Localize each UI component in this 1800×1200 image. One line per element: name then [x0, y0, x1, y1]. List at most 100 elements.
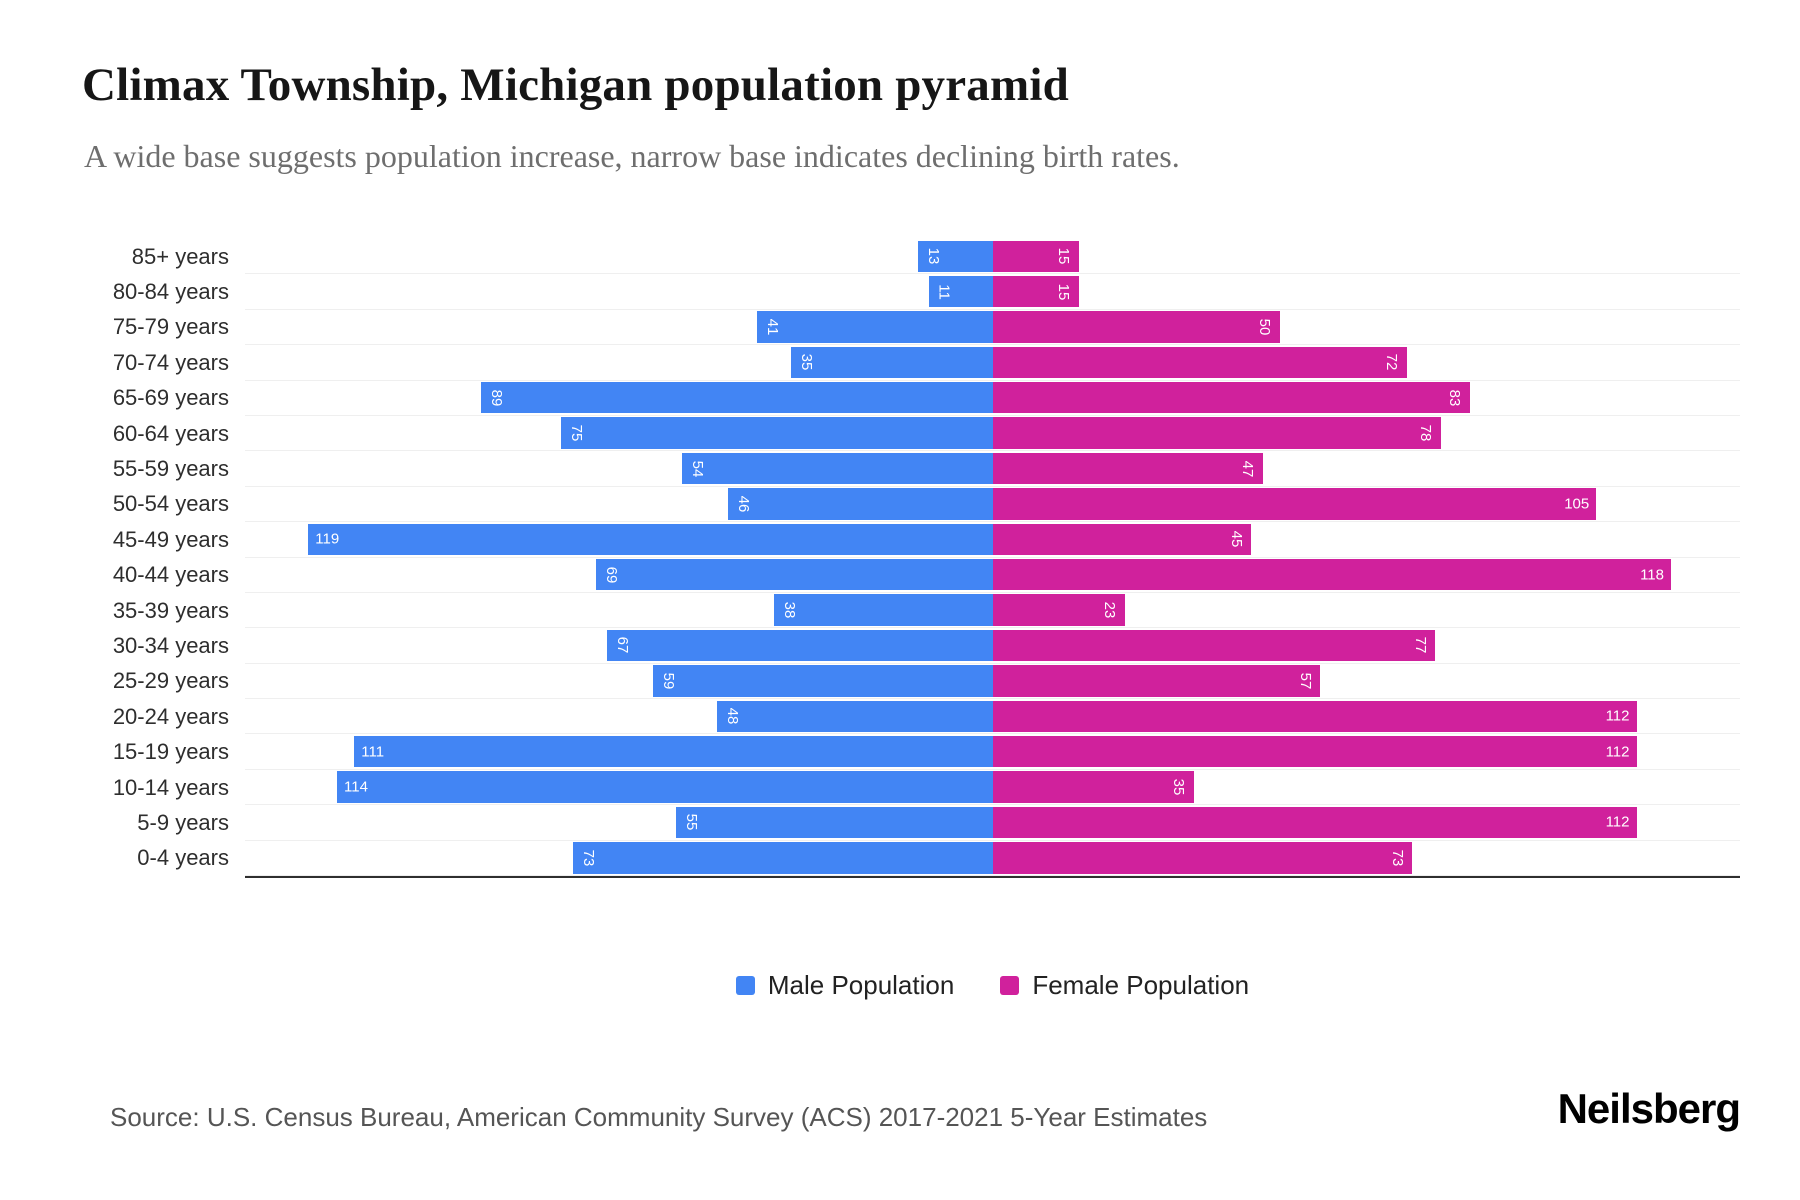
- pyramid-row-plot: 114 35: [245, 770, 1740, 806]
- pyramid-row-plot: 119 45: [245, 522, 1740, 558]
- female-value-label: 23: [1100, 601, 1118, 619]
- male-value-label: 48: [723, 707, 741, 725]
- female-bar: 118: [992, 559, 1671, 591]
- x-axis-line: [245, 876, 1740, 879]
- male-value-label: 11: [935, 283, 953, 300]
- age-group-label: 85+ years: [131, 243, 229, 269]
- age-group-label: 20-24 years: [112, 703, 229, 729]
- pyramid-row-plot: 13 15: [245, 239, 1740, 275]
- female-value-label: 45: [1227, 530, 1245, 548]
- pyramid-row: 40-44 years 69 118: [82, 558, 1740, 593]
- male-value-label: 55: [683, 814, 701, 831]
- pyramid-row: 65-69 years 89 83: [82, 381, 1740, 416]
- female-bar: 105: [992, 488, 1597, 520]
- age-group-label: 35-39 years: [112, 597, 229, 623]
- male-value-label: 75: [568, 424, 586, 442]
- pyramid-row: 0-4 years 73 73: [82, 841, 1740, 877]
- age-group-label: 55-59 years: [112, 456, 229, 482]
- neilsberg-logo: Neilsberg: [1557, 1085, 1741, 1133]
- pyramid-row-plot: 69 118: [245, 558, 1740, 593]
- age-group-label: 60-64 years: [112, 420, 229, 446]
- female-value-label: 77: [1411, 637, 1429, 654]
- female-bar: 72: [992, 346, 1407, 379]
- male-value-label: 114: [344, 778, 368, 796]
- female-value-label: 78: [1417, 424, 1435, 442]
- female-value-label: 72: [1382, 354, 1400, 371]
- male-bar: 54: [682, 452, 993, 485]
- female-legend-label: Female Population: [1032, 970, 1250, 1001]
- pyramid-row: 25-29 years 59 57: [82, 664, 1740, 700]
- male-bar: 59: [653, 665, 993, 697]
- male-bar: 41: [756, 311, 993, 343]
- pyramid-row: 20-24 years 48 112: [82, 699, 1740, 735]
- age-group-label: 25-29 years: [112, 668, 229, 694]
- female-bar: 57: [992, 665, 1321, 697]
- pyramid-row-plot: 55 112: [245, 805, 1740, 841]
- male-bar: 114: [337, 771, 993, 803]
- chart-title: Climax Township, Michigan population pyr…: [82, 59, 1069, 111]
- male-bar: 89: [480, 382, 993, 414]
- male-value-label: 41: [763, 318, 781, 336]
- pyramid-row: 45-49 years 119 45: [82, 522, 1740, 558]
- pyramid-row-plot: 38 23: [245, 593, 1740, 629]
- male-legend-label: Male Population: [767, 970, 955, 1001]
- chart-subtitle: A wide base suggests population increase…: [84, 138, 1180, 174]
- female-value-label: 118: [1640, 566, 1664, 584]
- pyramid-row: 30-34 years 67 77: [82, 628, 1740, 664]
- male-value-label: 46: [734, 495, 752, 513]
- pyramid-row: 35-39 years 38 23: [82, 593, 1740, 629]
- pyramid-row: 80-84 years 11 15: [82, 274, 1740, 310]
- female-value-label: 47: [1238, 460, 1256, 477]
- male-value-label: 69: [602, 566, 620, 584]
- male-bar: 35: [791, 346, 993, 379]
- pyramid-row-plot: 46 105: [245, 487, 1740, 523]
- pyramid-row-plot: 89 83: [245, 381, 1740, 416]
- pyramid-row-plot: 54 47: [245, 451, 1740, 487]
- female-value-label: 50: [1256, 318, 1274, 336]
- male-value-label: 73: [579, 849, 597, 867]
- male-bar: 119: [308, 523, 993, 556]
- age-group-label: 80-84 years: [112, 279, 229, 305]
- male-bar: 48: [716, 700, 993, 732]
- legend-item-male[interactable]: Male Population: [735, 970, 955, 1001]
- age-group-label: 10-14 years: [112, 774, 229, 800]
- age-group-label: 30-34 years: [112, 632, 229, 658]
- female-value-label: 15: [1054, 283, 1072, 300]
- age-group-label: 65-69 years: [112, 385, 229, 411]
- male-legend-swatch: [735, 976, 755, 996]
- male-bar: 38: [774, 594, 993, 626]
- source-attribution: Source: U.S. Census Bureau, American Com…: [110, 1102, 1208, 1133]
- male-bar: 69: [595, 559, 993, 591]
- chart-footer: Source: U.S. Census Bureau, American Com…: [110, 1085, 1741, 1133]
- male-value-label: 54: [688, 460, 706, 477]
- female-value-label: 35: [1169, 778, 1187, 796]
- female-value-label: 73: [1388, 849, 1406, 867]
- pyramid-row-plot: 111 112: [245, 734, 1740, 770]
- male-bar: 75: [561, 417, 993, 449]
- female-bar: 112: [992, 700, 1637, 732]
- male-bar: 46: [728, 488, 993, 520]
- male-value-label: 59: [660, 672, 678, 690]
- pyramid-row: 60-64 years 75 78: [82, 416, 1740, 452]
- pyramid-row: 75-79 years 41 50: [82, 310, 1740, 346]
- female-bar: 47: [992, 452, 1263, 485]
- female-bar: 45: [992, 523, 1252, 556]
- age-group-label: 75-79 years: [112, 314, 229, 340]
- male-bar: 13: [917, 240, 993, 272]
- age-group-label: 15-19 years: [112, 739, 229, 765]
- age-group-label: 5-9 years: [137, 809, 229, 835]
- pyramid-row-plot: 48 112: [245, 699, 1740, 735]
- pyramid-row-plot: 75 78: [245, 416, 1740, 452]
- female-bar: 15: [992, 275, 1079, 308]
- legend-item-female[interactable]: Female Population: [1000, 970, 1249, 1001]
- female-value-label: 112: [1605, 813, 1630, 831]
- female-bar: 23: [992, 594, 1125, 626]
- female-bar: 73: [992, 842, 1413, 874]
- female-legend-swatch: [1000, 976, 1020, 996]
- pyramid-row: 55-59 years 54 47: [82, 451, 1740, 487]
- chart-legend: Male Population Female Population: [245, 970, 1740, 1001]
- pyramid-row: 15-19 years 111 112: [82, 734, 1740, 770]
- male-bar: 11: [929, 275, 993, 308]
- population-pyramid-chart: 85+ years 13 15 80-84 years 11 15 75-79 years 4…: [82, 239, 1740, 879]
